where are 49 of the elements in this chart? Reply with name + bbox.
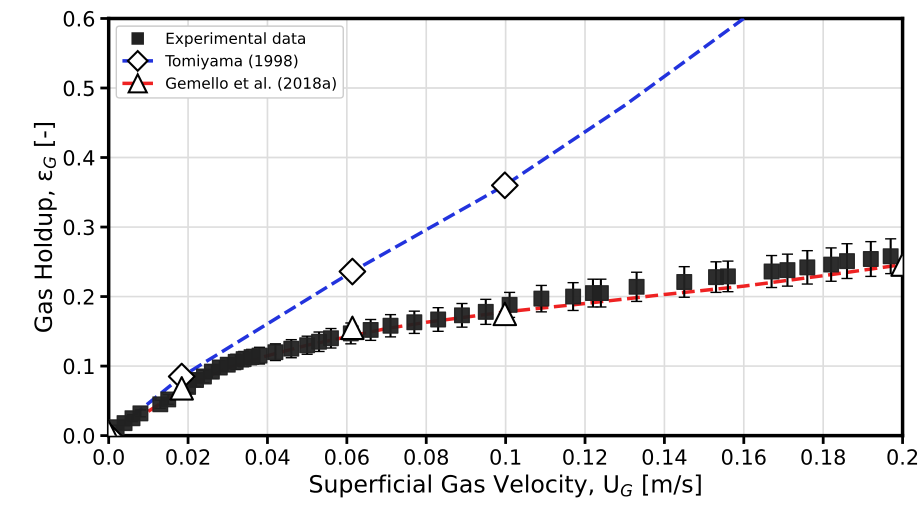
y-axis-title: Gas Holdup, ε$_{G}$ [-]: [34, 123, 57, 332]
point: [338, 258, 366, 286]
point: [565, 288, 582, 305]
x-tick-label: 0.1: [490, 449, 520, 465]
point: [490, 171, 519, 200]
x-tick-label: 0.18: [801, 449, 845, 465]
x-tick-label: 0.14: [642, 449, 686, 465]
point: [169, 376, 194, 401]
point: [882, 248, 899, 264]
point: [764, 264, 780, 280]
point: [720, 268, 736, 284]
y-tick-label: 0.6: [64, 10, 94, 27]
x-tick-label: 0.06: [325, 449, 369, 465]
y-tick-label: 0.3: [64, 219, 94, 236]
legend-label: Experimental data: [166, 32, 305, 48]
x-tick-label: 0.16: [722, 449, 766, 465]
point: [823, 256, 840, 273]
point: [862, 251, 879, 267]
point: [628, 278, 645, 295]
point: [454, 307, 470, 324]
y-tick-label: 0.1: [64, 358, 94, 374]
point: [533, 290, 550, 307]
point: [492, 302, 518, 326]
point: [382, 318, 398, 334]
point: [799, 259, 816, 276]
y-tick-label: 0.2: [64, 289, 94, 305]
point: [340, 316, 365, 340]
point: [362, 322, 379, 338]
point: [478, 304, 494, 320]
y-tick-label: 0.0: [64, 428, 94, 444]
point: [779, 262, 796, 278]
point: [132, 405, 148, 422]
x-tick-label: 0.08: [404, 449, 448, 465]
point: [676, 274, 692, 290]
x-tick-label: 0.12: [563, 449, 606, 465]
x-tick-label: 0.2: [887, 449, 918, 465]
y-tick-label: 0.4: [64, 150, 94, 166]
x-axis-title: Superficial Gas Velocity, U$_{G}$ [m/s]: [310, 474, 701, 498]
y-tick-label: 0.5: [64, 80, 94, 96]
legend-label: Gemello et al. (2018a): [166, 77, 336, 91]
point: [592, 285, 609, 302]
point: [322, 330, 339, 346]
legend-label: Tomiyama (1998): [165, 54, 298, 70]
x-tick-label: 0.0: [93, 449, 124, 465]
point: [406, 314, 422, 330]
point: [839, 253, 855, 270]
point: [430, 312, 446, 328]
x-tick-label: 0.02: [166, 449, 210, 465]
x-tick-label: 0.04: [246, 449, 290, 465]
